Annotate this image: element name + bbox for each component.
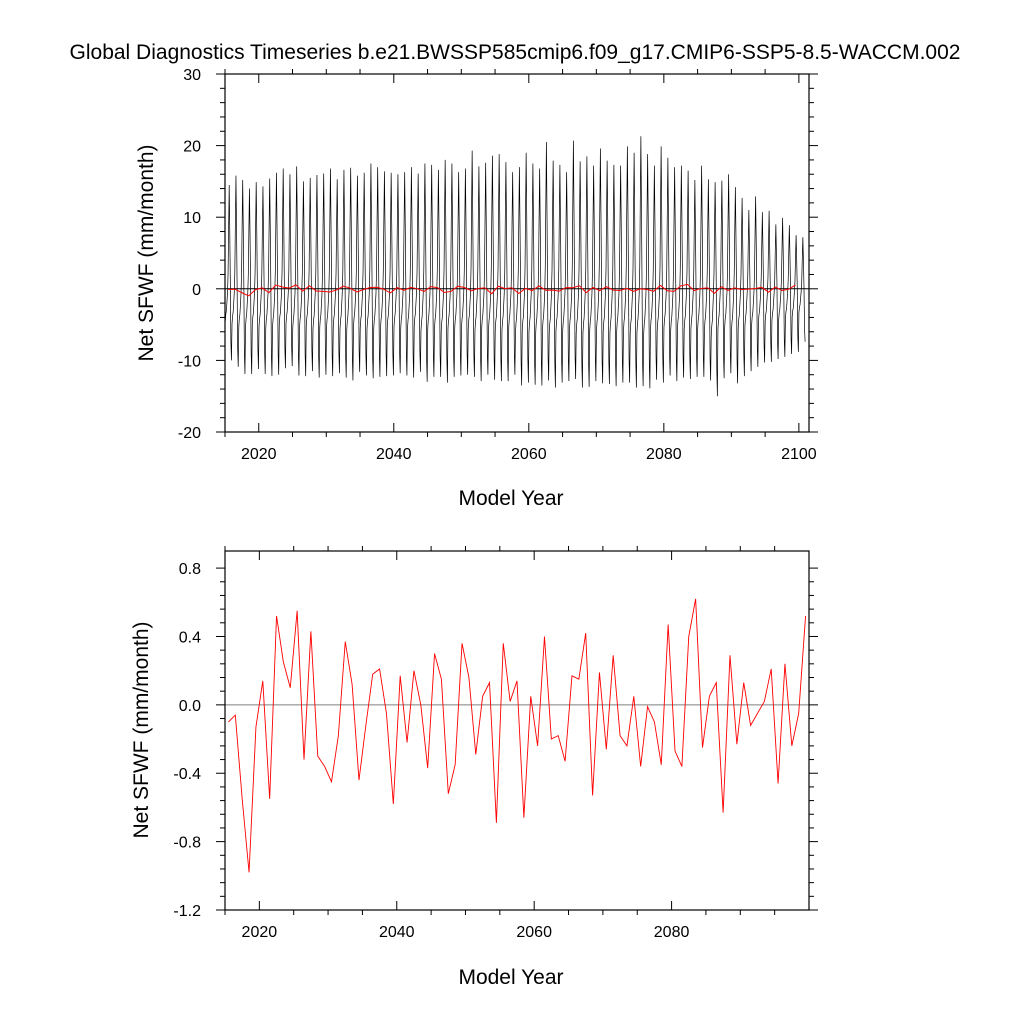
annual-y-tick-label: -0.8 <box>173 835 201 852</box>
monthly-x-tick-label: 2060 <box>511 446 547 463</box>
monthly-timeseries-panel: 2020 2040 2060 2080 2100 -20 -10 0 10 20 30 Model … <box>135 67 818 510</box>
annual-series-group <box>228 598 807 873</box>
monthly-net-sfwf-line <box>224 136 806 397</box>
monthly-y-tick-label: 0 <box>192 282 201 299</box>
monthly-tick-labels: 2020 2040 2060 2080 2100 -20 -10 0 10 20 30 <box>178 67 817 463</box>
monthly-x-tick-label: 2040 <box>376 446 412 463</box>
annual-net-sfwf-line <box>228 598 807 873</box>
monthly-plot-frame <box>224 73 810 433</box>
annual-y-tick-label: 0.8 <box>179 561 201 578</box>
annual-plot-frame <box>224 550 810 911</box>
monthly-y-tick-label: 30 <box>183 67 201 84</box>
annual-x-tick-label: 2060 <box>516 924 552 941</box>
annual-y-tick-label: -0.4 <box>173 766 201 783</box>
annual-timeseries-panel: 2020 2040 2060 2080 -1.2 -0.8 -0.4 0.0 0.4 0.8 Mo… <box>130 546 818 989</box>
monthly-x-tick-label: 2080 <box>646 446 682 463</box>
annual-y-tick-label: 0.4 <box>179 629 201 646</box>
monthly-y-tick-label: 10 <box>183 210 201 227</box>
monthly-x-axis-label: Model Year <box>458 487 563 510</box>
monthly-x-tick-label: 2020 <box>241 446 277 463</box>
annual-x-axis-label: Model Year <box>458 966 563 989</box>
figure-title: Global Diagnostics Timeseries b.e21.BWSS… <box>70 41 961 64</box>
monthly-series-group <box>224 136 806 397</box>
annual-axis-ticks <box>216 546 818 915</box>
annual-y-tick-label: 0.0 <box>179 698 201 715</box>
annual-x-tick-label: 2020 <box>242 924 278 941</box>
annual-y-axis-label: Net SFWF (mm/month) <box>130 621 153 838</box>
monthly-y-axis-label: Net SFWF (mm/month) <box>135 144 158 361</box>
annual-x-tick-label: 2080 <box>654 924 690 941</box>
annual-y-tick-label: -1.2 <box>173 903 201 920</box>
monthly-y-tick-label: -20 <box>178 425 201 442</box>
monthly-x-tick-label: 2100 <box>781 446 817 463</box>
annual-x-tick-label: 2040 <box>379 924 415 941</box>
monthly-y-tick-label: 20 <box>183 139 201 156</box>
annual-tick-labels: 2020 2040 2060 2080 -1.2 -0.8 -0.4 0.0 0.4 0.8 <box>173 561 689 941</box>
monthly-y-tick-label: -10 <box>178 353 201 370</box>
monthly-panel-annual-mean-line <box>228 283 796 297</box>
monthly-axis-ticks <box>216 69 818 437</box>
